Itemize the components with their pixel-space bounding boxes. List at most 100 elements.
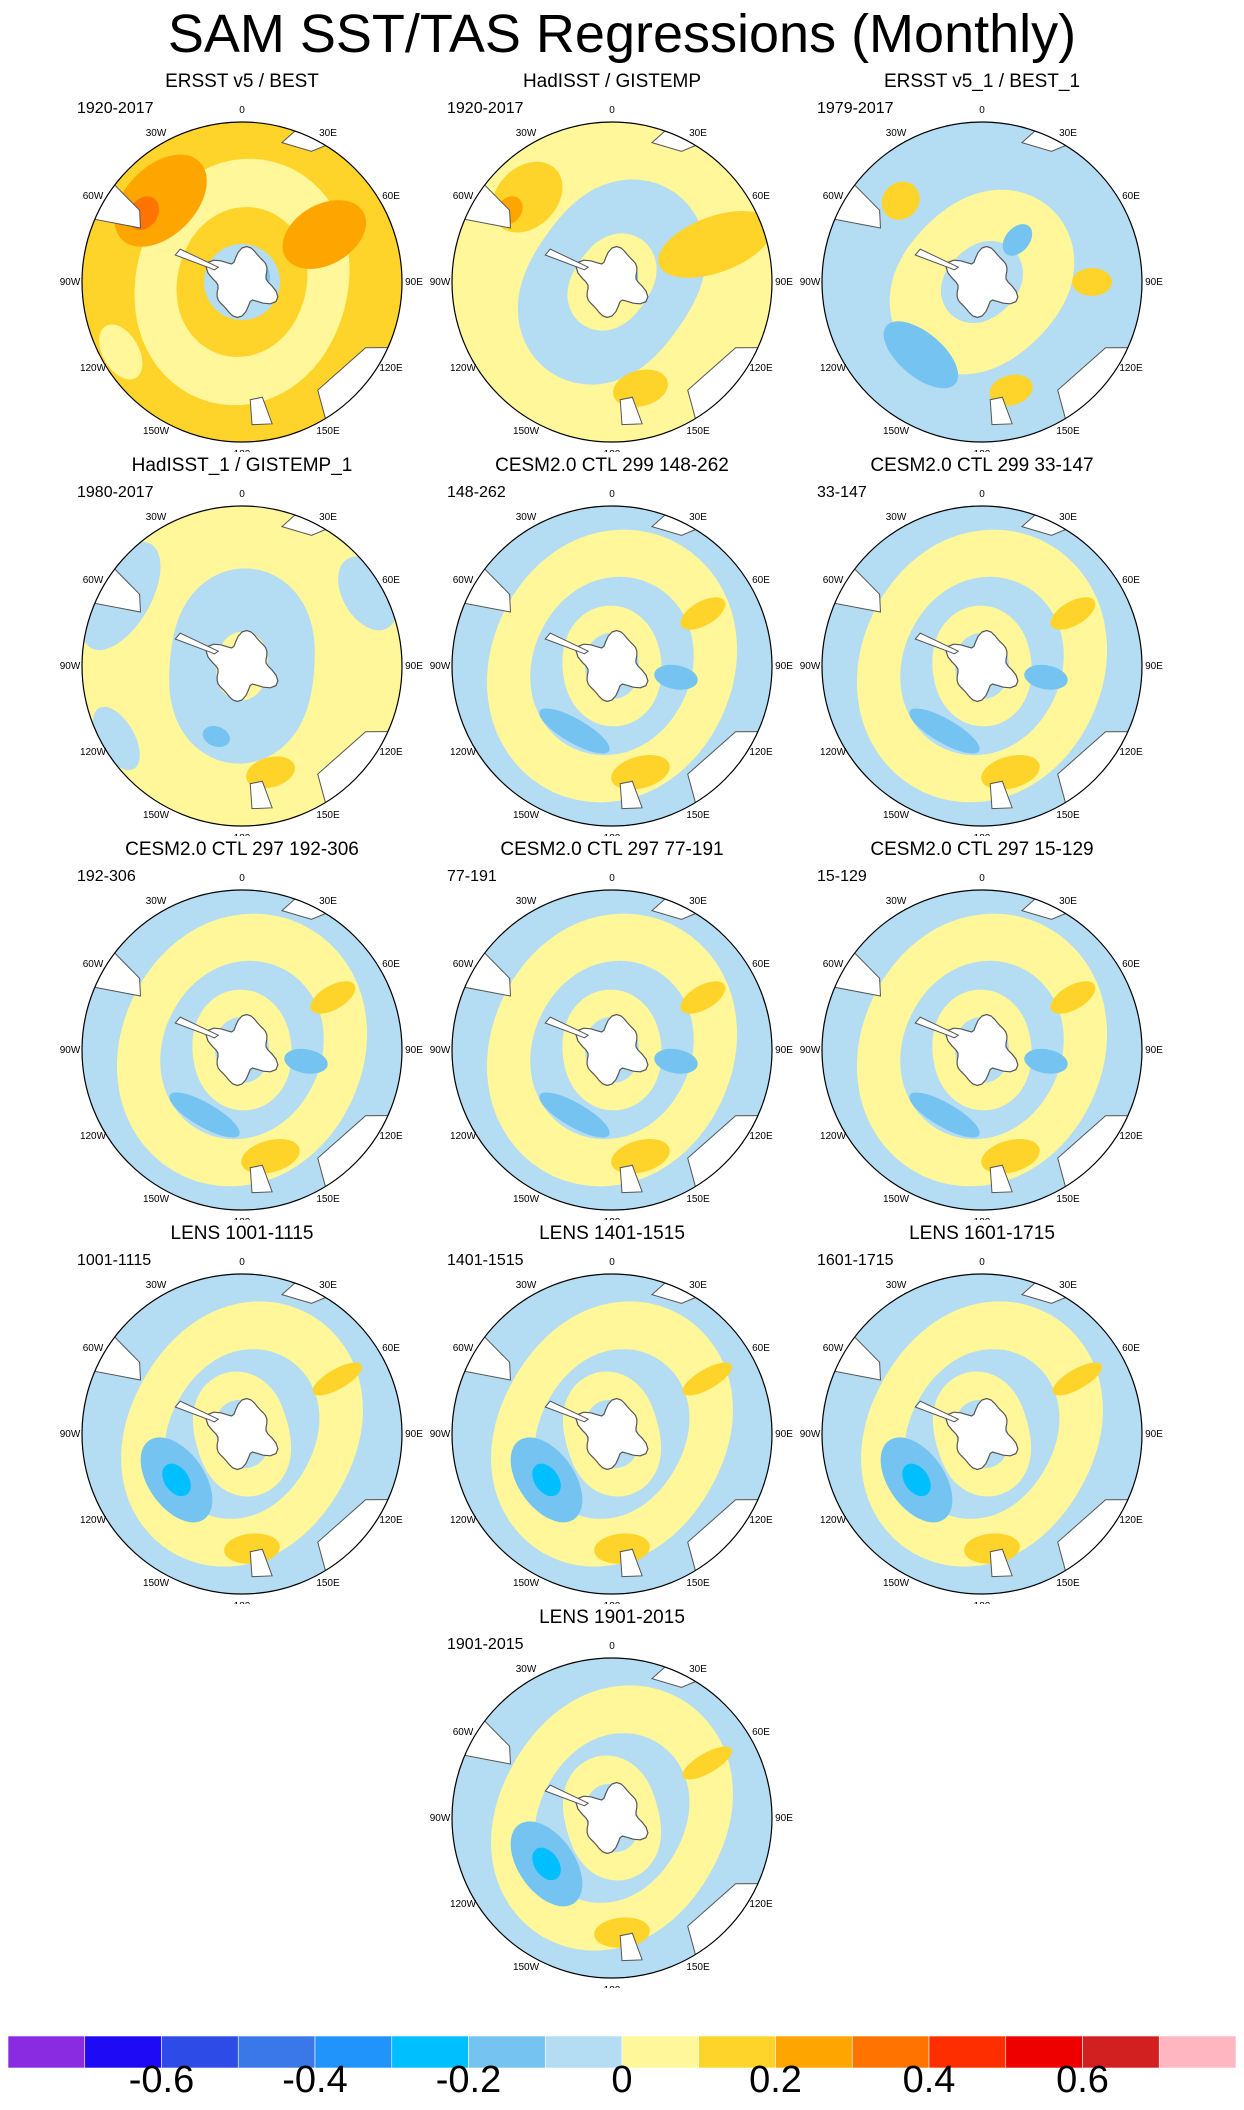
longitude-label: 150W <box>143 810 170 821</box>
longitude-label: 120W <box>450 363 477 374</box>
new-zealand <box>989 780 1013 810</box>
colorbar-box <box>1158 2036 1236 2068</box>
warm-anomaly <box>680 597 726 630</box>
polar-map: 0 30E 60E 90E 120E 150E 180 150W 120W 90W 60W 30W <box>430 105 794 452</box>
polar-map: 0 30E 60E 90E 120E 150E 180 150W 120W 90W 60W 30W <box>60 489 424 836</box>
longitude-label: 60E <box>1122 1343 1140 1354</box>
panel-period: 1901-2015 <box>447 1636 524 1653</box>
polar-map: 0 30E 60E 90E 120E 150E 180 150W 120W 90W 60W 30W <box>430 873 794 1220</box>
longitude-label: 150E <box>1056 810 1080 821</box>
longitude-label: 30W <box>516 128 537 139</box>
new-zealand <box>619 780 643 810</box>
antarctic-peninsula <box>544 1400 590 1423</box>
longitude-label: 150E <box>686 426 710 437</box>
antarctic-peninsula <box>914 1400 960 1423</box>
colorbar-box <box>8 2036 86 2068</box>
map-panel: CESM2.0 CTL 297 77-191 0 30E 60E 90E 120E 150E… <box>422 838 802 1222</box>
longitude-label: 60E <box>1122 575 1140 586</box>
cool-anomaly <box>1024 1048 1068 1074</box>
longitude-label: 150E <box>1056 426 1080 437</box>
antarctic-peninsula <box>174 1400 220 1423</box>
longitude-label: 120E <box>749 1515 773 1526</box>
colorbar-box <box>314 2036 393 2068</box>
longitude-label: 60W <box>453 1343 474 1354</box>
longitude-label: 30E <box>689 896 707 907</box>
longitude-label: 0 <box>239 105 245 116</box>
map-panel: CESM2.0 CTL 299 33-147 0 30E 60E 90E 120E 150E… <box>792 454 1172 838</box>
longitude-label: 90W <box>60 661 81 672</box>
cool-anomaly <box>532 1463 561 1497</box>
longitude-label: 120W <box>80 747 107 758</box>
longitude-label: 150W <box>143 426 170 437</box>
warm-anomaly <box>310 981 356 1014</box>
cool-anomaly <box>909 1092 980 1138</box>
map-panel: LENS 1601-1715 0 30E 60E 90E 120E 150E 180 150W 1… <box>792 1222 1172 1606</box>
sst-field <box>822 890 1142 1210</box>
antarctic-peninsula <box>544 248 590 271</box>
longitude-label: 90E <box>1145 1045 1163 1056</box>
longitude-label: 120E <box>379 363 403 374</box>
longitude-label: 0 <box>239 1257 245 1268</box>
panel-period: 192-306 <box>77 868 136 885</box>
map-panel: HadISST / GISTEMP 0 30E 60E 90E 120E 150E 180 15… <box>422 70 802 454</box>
cool-anomaly <box>654 1048 698 1074</box>
longitude-label: 60E <box>752 1343 770 1354</box>
antarctic-peninsula <box>174 248 220 271</box>
longitude-label: 120W <box>820 363 847 374</box>
longitude-label: 30W <box>146 128 167 139</box>
longitude-label: 60W <box>83 191 104 202</box>
cool-anomaly <box>539 1092 610 1138</box>
longitude-label: 60W <box>83 1343 104 1354</box>
longitude-label: 120E <box>1119 363 1143 374</box>
colorbar-tick-label: -0.4 <box>282 2059 348 2101</box>
colorbar-box <box>621 2036 700 2068</box>
longitude-label: 150W <box>513 1578 540 1589</box>
longitude-label: 150E <box>1056 1194 1080 1205</box>
longitude-label: 180 <box>234 1601 251 1604</box>
longitude-label: 90W <box>800 1429 821 1440</box>
longitude-label: 120W <box>80 363 107 374</box>
warm-anomaly <box>682 1746 733 1780</box>
longitude-label: 0 <box>609 105 615 116</box>
longitude-label: 90W <box>430 1813 451 1824</box>
polar-map: 0 30E 60E 90E 120E 150E 180 150W 120W 90W 60W 30W <box>60 1257 424 1604</box>
longitude-label: 180 <box>234 833 251 836</box>
panel-title: HadISST_1 / GISTEMP_1 <box>131 455 353 476</box>
warm-anomaly <box>241 1139 300 1174</box>
longitude-label: 60E <box>1122 959 1140 970</box>
longitude-label: 60W <box>453 959 474 970</box>
new-zealand <box>249 780 273 810</box>
antarctic-peninsula <box>174 1016 220 1039</box>
warm-anomaly <box>1052 1362 1103 1396</box>
longitude-label: 0 <box>609 873 615 884</box>
longitude-label: 180 <box>604 833 621 836</box>
longitude-label: 60E <box>382 1343 400 1354</box>
cool-anomaly <box>284 1048 328 1074</box>
longitude-label: 30W <box>886 896 907 907</box>
longitude-label: 180 <box>604 1217 621 1220</box>
longitude-label: 30E <box>1059 128 1077 139</box>
map-panel: LENS 1001-1115 0 30E 60E 90E 120E 150E 180 150W 1… <box>52 1222 432 1606</box>
longitude-label: 150W <box>883 1194 910 1205</box>
longitude-label: 120E <box>1119 747 1143 758</box>
polar-map: 0 30E 60E 90E 120E 150E 180 150W 120W 90W 60W 30W <box>800 105 1164 452</box>
longitude-label: 120W <box>450 1515 477 1526</box>
longitude-label: 0 <box>979 1257 985 1268</box>
main-title: SAM SST/TAS Regressions (Monthly) <box>167 4 1077 64</box>
longitude-label: 30E <box>1059 512 1077 523</box>
cool-anomaly <box>654 664 698 690</box>
panel-period: 1401-1515 <box>447 1252 524 1269</box>
longitude-label: 30E <box>689 1280 707 1291</box>
new-zealand <box>989 1164 1013 1194</box>
longitude-label: 60W <box>453 575 474 586</box>
longitude-label: 150W <box>513 810 540 821</box>
map-boundary <box>451 505 773 827</box>
panel-period: 1979-2017 <box>817 100 894 117</box>
longitude-label: 60E <box>382 191 400 202</box>
longitude-label: 30W <box>886 1280 907 1291</box>
map-boundary <box>451 1273 773 1595</box>
longitude-label: 120E <box>379 1515 403 1526</box>
longitude-label: 180 <box>974 1217 991 1220</box>
colorbar <box>8 2036 1236 2068</box>
panel-period: 1001-1115 <box>77 1252 152 1269</box>
